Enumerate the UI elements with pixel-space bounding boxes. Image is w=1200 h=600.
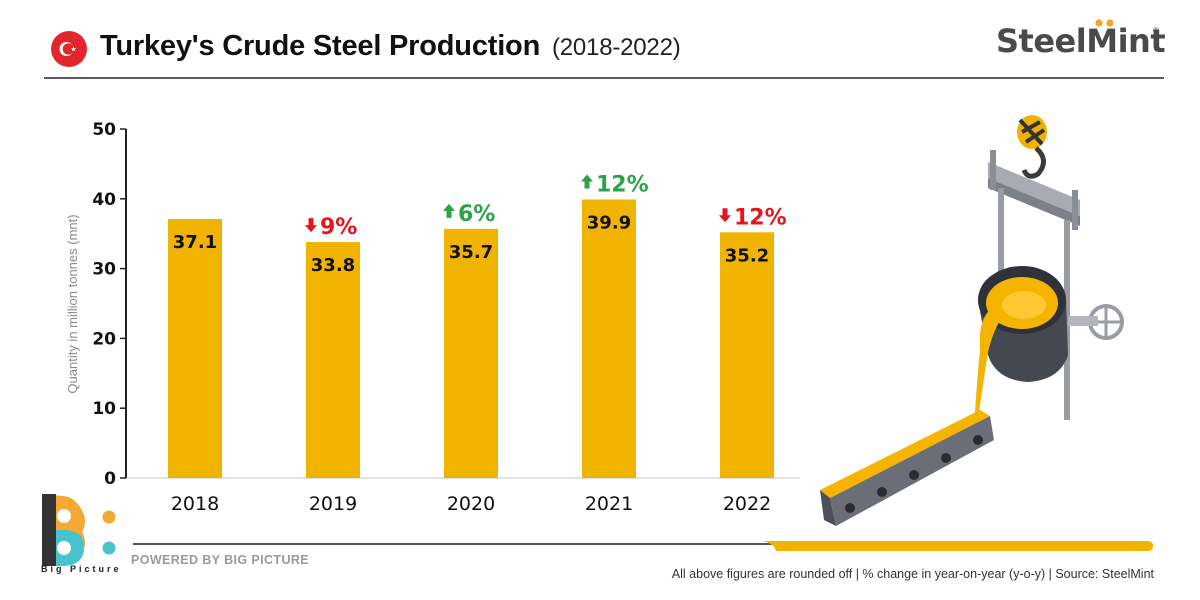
bar-value-label: 39.9: [587, 212, 631, 233]
crane-hook-icon: [1017, 115, 1047, 179]
bar-chart: Quantity in million tonnes (mnt) 0 10 20 30…: [65, 120, 800, 515]
yoy-change-label: 12%: [734, 205, 787, 230]
up-arrow-icon: [443, 203, 455, 218]
x-tick-label: 2018: [171, 493, 219, 515]
x-tick-label: 2022: [723, 493, 771, 515]
yoy-change-label: 9%: [320, 215, 357, 240]
y-tick-label: 10: [92, 399, 116, 419]
down-arrow-icon: [305, 218, 317, 233]
down-arrow-icon: [719, 208, 731, 223]
big-picture-logo-icon: [42, 494, 116, 566]
bar-value-label: 33.8: [311, 255, 355, 276]
x-tick-label: 2021: [585, 493, 633, 515]
y-axis-title: Quantity in million tonnes (mnt): [65, 214, 80, 393]
title-years: (2018-2022): [551, 34, 681, 61]
yoy-change-label: 12%: [596, 172, 649, 197]
bar-value-label: 37.1: [173, 232, 217, 253]
y-tick-label: 30: [92, 260, 116, 280]
yoy-change-2019: 9%: [305, 215, 357, 240]
y-tick-label: 50: [92, 120, 116, 140]
footnote: All above figures are rounded off | % ch…: [671, 567, 1154, 581]
ladle-pouring-molten-steel-icon: [820, 115, 1124, 526]
footer-divider: [133, 543, 773, 545]
yoy-change-2020: 6%: [443, 202, 495, 227]
y-tick-label: 40: [92, 190, 116, 210]
up-arrow-icon: [581, 174, 593, 189]
bar-2021: [582, 199, 636, 479]
yoy-change-2021: 12%: [581, 172, 649, 197]
header: Turkey's Crude Steel Production (2018-20…: [0, 0, 1200, 80]
steelmint-logo: SteelMint: [996, 22, 1166, 60]
yoy-change-2022: 12%: [719, 205, 787, 230]
bar-2019: [306, 242, 360, 478]
steelmint-logo-dots-icon: [1095, 19, 1114, 27]
bar-value-label: 35.7: [449, 242, 493, 263]
page-title: Turkey's Crude Steel Production (2018-20…: [100, 30, 681, 63]
yoy-change-label: 6%: [458, 202, 495, 227]
x-tick-label: 2020: [447, 493, 495, 515]
y-tick-label: 0: [104, 469, 116, 489]
bar-2022: [720, 232, 774, 478]
footer-accent-bar: [762, 541, 1153, 551]
bar-value-label: 35.2: [725, 245, 769, 266]
powered-by-text: POWERED BY BIG PICTURE: [131, 553, 310, 567]
turkey-flag-icon: [51, 31, 87, 67]
bar-2018: [168, 219, 222, 479]
title-text: Turkey's Crude Steel Production: [100, 30, 541, 62]
header-divider: [44, 77, 1164, 79]
x-tick-label: 2019: [309, 493, 357, 515]
registered-mark: ®: [1153, 26, 1159, 35]
big-picture-logo-text: Big Picture: [41, 564, 122, 574]
bar-2020: [444, 228, 498, 478]
y-tick-label: 20: [92, 329, 116, 349]
